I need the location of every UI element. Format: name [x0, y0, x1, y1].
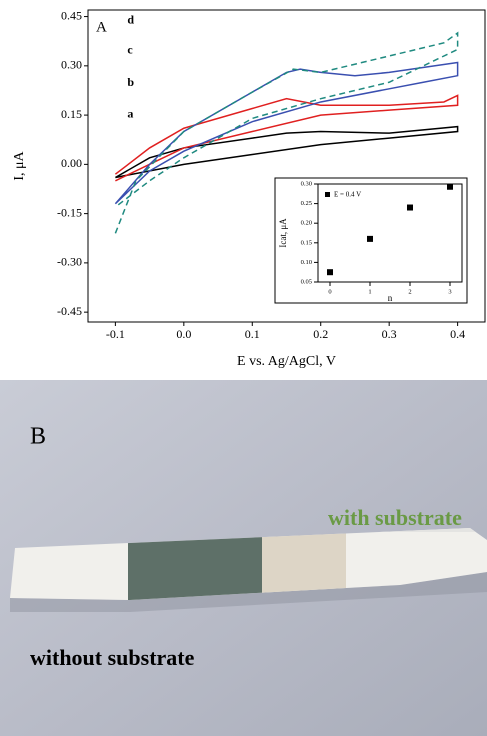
point: [407, 204, 413, 211]
x-tick-label: 3: [448, 288, 451, 295]
strip-shadow: [10, 572, 487, 612]
plot-frame: [317, 183, 463, 283]
legend-label: E = 0.4 V: [334, 191, 361, 199]
point: [447, 183, 453, 190]
panel-label: B: [30, 424, 46, 450]
y-tick-label: -0.45: [57, 304, 82, 318]
x-tick-label: 0.3: [382, 327, 397, 341]
point: [327, 269, 333, 276]
y-tick-label: 0.05: [301, 278, 312, 285]
point: [367, 235, 373, 242]
x-tick-label: 0.1: [245, 327, 260, 341]
legend-marker: [325, 192, 330, 197]
y-tick-label: 0.45: [61, 8, 82, 22]
y-tick-label: -0.15: [57, 205, 82, 219]
x-tick-label: -0.1: [106, 327, 125, 341]
y-axis-label: I, μA: [12, 150, 27, 180]
y-tick-label: 0.15: [61, 107, 82, 121]
x-tick-label: 0.4: [450, 327, 465, 341]
x-tick-label: 1: [368, 288, 371, 295]
y-axis-label: Icat, μA: [278, 218, 288, 248]
y-tick-label: 0.15: [301, 239, 312, 246]
x-tick-label: 0.0: [176, 327, 191, 341]
y-tick-label: 0.30: [301, 180, 312, 187]
series-label: a: [127, 106, 133, 120]
y-tick-label: 0.25: [301, 200, 312, 207]
panel-label: A: [96, 19, 107, 35]
cv-curve: [114, 94, 459, 182]
series-label: d: [127, 13, 134, 27]
with-substrate-label: with substrate: [328, 505, 462, 530]
without-substrate-label: without substrate: [30, 645, 195, 670]
plot-frame: [87, 9, 486, 323]
series-label: c: [127, 42, 133, 56]
series-label: b: [127, 75, 134, 89]
x-axis-label: n: [388, 293, 393, 303]
x-tick-label: 0: [328, 288, 331, 295]
y-tick-label: 0.30: [61, 58, 82, 72]
chart-panel: -0.45-0.30-0.150.000.150.300.45-0.1 0.0 0.…: [12, 8, 486, 369]
cv-curve: [114, 31, 459, 234]
x-tick-label: 2: [408, 288, 411, 295]
cv-curve: [115, 125, 459, 179]
photo-panel: B with substrate without substrate: [0, 380, 487, 736]
x-axis-label: E vs. Ag/AgCl, V: [237, 354, 336, 369]
strip-light-zone: [262, 528, 346, 600]
x-tick-label: 0.2: [313, 327, 328, 341]
y-tick-label: 0.20: [301, 220, 312, 227]
y-tick-label: 0.10: [301, 259, 312, 266]
y-tick-label: 0.00: [61, 156, 82, 170]
y-tick-label: -0.30: [57, 255, 82, 269]
